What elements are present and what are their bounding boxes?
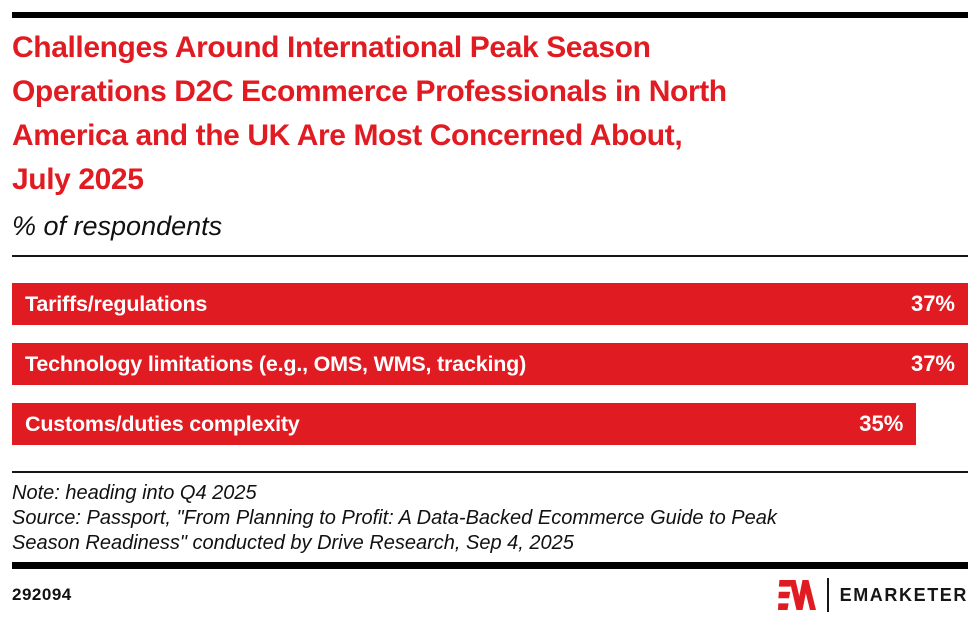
logo-divider (826, 578, 829, 612)
bar-row: Tariffs/regulations 37% (12, 283, 968, 325)
bar-row: Customs/duties complexity 35% (12, 403, 968, 445)
chart-title: Challenges Around International Peak Sea… (12, 31, 727, 196)
bar-category-label: Tariffs/regulations (25, 291, 208, 316)
bar-category-label: Customs/duties complexity (25, 411, 300, 436)
bar-value-label: 37% (910, 351, 955, 376)
chart-id: 292094 (12, 585, 72, 604)
bottom-rule (12, 562, 968, 569)
em-logo-mark (777, 580, 816, 610)
bottom-divider-line (12, 471, 968, 473)
chart-source: Source: Passport, "From Planning to Prof… (12, 507, 777, 554)
bar-category-label: Technology limitations (e.g., OMS, WMS, … (25, 351, 527, 376)
notes-block: Note: heading into Q4 2025 Source: Passp… (12, 481, 968, 556)
footer: 292094 EMARKETER (12, 578, 968, 612)
top-rule (12, 12, 968, 18)
bar: Technology limitations (e.g., OMS, WMS, … (12, 343, 968, 385)
bar: Customs/duties complexity 35% (12, 403, 917, 445)
bar-row: Technology limitations (e.g., OMS, WMS, … (12, 343, 968, 385)
chart-subtitle: % of respondents (12, 211, 223, 241)
bar-chart: Tariffs/regulations 37% Technology limitat… (12, 283, 968, 445)
bar: Tariffs/regulations 37% (12, 283, 968, 325)
bar-value-label: 37% (910, 291, 955, 316)
chart-note: Note: heading into Q4 2025 (12, 482, 257, 504)
emarketer-logo: EMARKETER (777, 578, 968, 612)
emarketer-wordmark: EMARKETER (839, 584, 968, 605)
top-divider-line (12, 255, 968, 257)
bar-value-label: 35% (859, 411, 904, 436)
